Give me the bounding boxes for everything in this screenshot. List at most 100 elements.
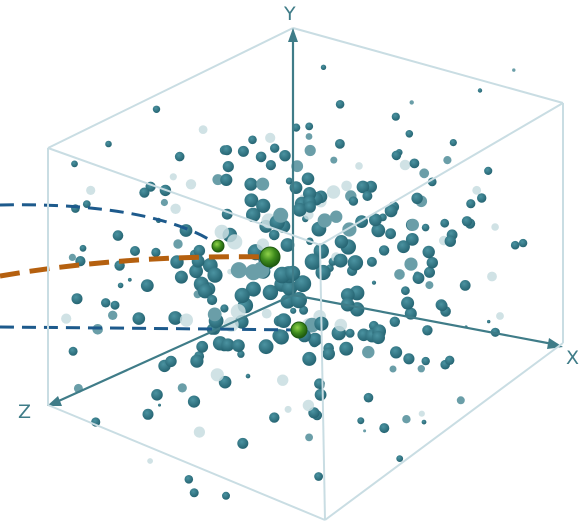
data-point — [345, 328, 355, 338]
x-axis-line — [292, 293, 559, 347]
data-point — [292, 123, 301, 132]
data-point — [402, 415, 411, 424]
data-point — [320, 64, 327, 71]
data-point — [152, 105, 161, 114]
data-point — [212, 174, 224, 186]
data-point — [197, 283, 213, 299]
data-point — [222, 491, 230, 500]
data-point — [409, 100, 414, 105]
data-point — [151, 389, 163, 401]
data-point — [248, 135, 257, 145]
data-point — [245, 281, 261, 297]
data-point — [130, 246, 140, 256]
data-point — [477, 88, 483, 93]
data-point — [214, 224, 229, 240]
data-point — [466, 199, 476, 209]
data-point — [184, 475, 194, 484]
data-point — [196, 340, 209, 353]
data-point — [330, 210, 343, 223]
data-point — [244, 177, 258, 191]
data-point — [391, 150, 402, 161]
data-point — [151, 247, 161, 257]
data-point — [273, 329, 289, 345]
data-point — [421, 223, 430, 232]
data-point — [245, 373, 251, 379]
data-point — [426, 257, 438, 269]
data-point — [369, 213, 382, 227]
data-point — [61, 313, 72, 324]
data-point — [399, 159, 411, 171]
box-edge — [47, 404, 326, 521]
data-point — [419, 168, 430, 179]
data-point — [385, 228, 396, 240]
data-point — [112, 230, 124, 241]
data-point — [340, 288, 355, 302]
data-point — [246, 207, 261, 223]
highlighted-points — [211, 239, 308, 339]
data-point — [308, 332, 322, 347]
z-axis-arrow — [47, 396, 62, 406]
data-point — [487, 319, 491, 324]
data-point — [362, 345, 375, 359]
data-point — [169, 173, 177, 181]
data-point — [405, 130, 414, 138]
data-point — [160, 198, 168, 207]
data-point — [440, 218, 450, 228]
data-point — [334, 318, 348, 332]
data-point — [276, 313, 292, 328]
highlight-point-small — [211, 239, 225, 253]
data-point — [101, 298, 111, 308]
data-point — [105, 140, 112, 148]
x-axis-label: X — [566, 347, 579, 369]
data-point — [284, 405, 292, 413]
data-point — [421, 419, 427, 425]
data-point — [280, 238, 295, 252]
data-point — [404, 257, 418, 271]
z-axis-line — [51, 293, 294, 406]
data-point — [234, 287, 250, 304]
data-point — [401, 286, 410, 296]
data-point — [291, 160, 304, 173]
data-point — [198, 125, 208, 134]
data-point — [333, 253, 348, 268]
data-point — [510, 240, 520, 250]
data-point — [258, 339, 274, 355]
data-point — [237, 437, 249, 449]
data-point — [348, 196, 359, 206]
data-point — [512, 68, 516, 72]
data-point — [339, 341, 354, 356]
data-point — [403, 353, 415, 365]
data-point — [456, 396, 465, 405]
point-cloud — [61, 64, 528, 500]
data-point — [132, 312, 146, 325]
data-point — [71, 293, 83, 305]
data-point — [347, 255, 364, 271]
data-point — [193, 426, 205, 438]
data-point — [256, 198, 271, 213]
data-point — [477, 193, 487, 203]
data-point — [330, 156, 338, 164]
data-point — [302, 351, 317, 366]
data-point — [317, 213, 332, 228]
data-point — [461, 216, 473, 227]
data-point — [140, 279, 154, 292]
data-point — [418, 410, 425, 417]
data-point — [177, 383, 187, 393]
data-point — [421, 356, 430, 366]
blue-upper-dashed-curve — [0, 203, 219, 247]
data-point — [277, 374, 289, 386]
data-point — [371, 330, 385, 345]
data-point — [389, 365, 397, 373]
data-point — [68, 253, 76, 261]
data-point — [371, 223, 386, 238]
data-point — [262, 284, 279, 301]
data-point — [244, 193, 259, 208]
data-point — [484, 166, 493, 175]
data-point — [86, 185, 96, 195]
data-point — [356, 180, 370, 194]
data-point — [326, 185, 341, 199]
data-point — [189, 488, 199, 498]
data-point — [273, 207, 289, 223]
data-point — [207, 267, 223, 283]
box-edge — [292, 27, 564, 104]
